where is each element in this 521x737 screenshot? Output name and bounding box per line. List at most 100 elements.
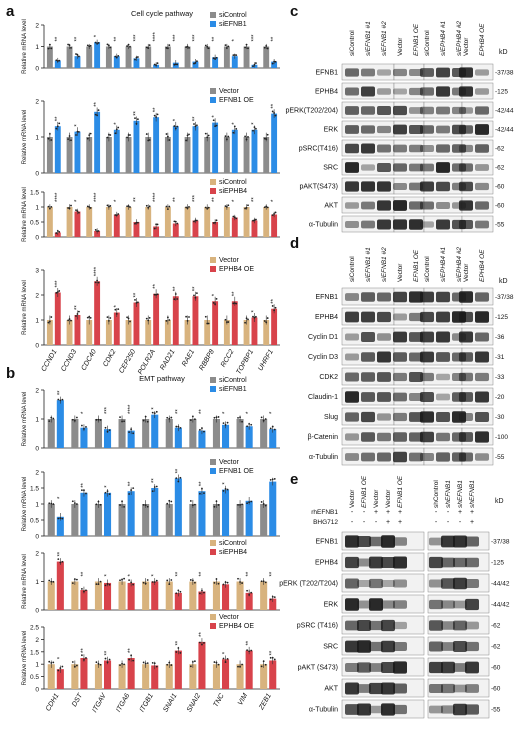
blot-band — [475, 88, 489, 95]
blot-band — [475, 220, 489, 229]
blot-band — [459, 220, 473, 229]
data-dot — [273, 60, 276, 63]
blot-band — [475, 351, 489, 363]
data-dot — [212, 57, 215, 60]
bar — [125, 320, 132, 345]
bar — [251, 220, 258, 237]
treatment-sign: + — [398, 509, 402, 516]
blot-band — [436, 202, 450, 209]
blot-row-label: CDK2 — [319, 374, 338, 381]
data-dot — [121, 578, 123, 581]
blot-band — [393, 291, 407, 303]
blot-band — [393, 372, 407, 382]
data-dot — [173, 220, 176, 223]
data-dot — [262, 503, 265, 505]
blot-band — [361, 392, 375, 402]
bar-chart-1: 0 1 2 Relative mRNA level Cell cycle pathway… — [22, 9, 280, 74]
lane-label: siControl — [349, 30, 356, 56]
data-dot — [114, 308, 117, 311]
data-dot — [147, 139, 150, 142]
bar — [263, 320, 270, 345]
data-dot — [130, 489, 133, 491]
data-dot — [215, 661, 218, 664]
blot-band — [420, 431, 434, 443]
legend-entry: siEFNB1 — [219, 386, 247, 393]
significance-stars: *** — [133, 34, 139, 42]
blot-band — [381, 600, 395, 609]
bar — [74, 315, 81, 345]
data-dot — [203, 492, 205, 495]
data-dot — [191, 661, 194, 663]
significance-stars: ** — [81, 571, 87, 576]
blot-band — [361, 452, 375, 462]
data-dot — [194, 503, 196, 506]
blot-row-label: pAKT(S473) — [299, 184, 338, 191]
data-dot — [57, 398, 60, 401]
treatment-sign: - — [447, 519, 450, 526]
bar — [212, 419, 220, 448]
blot-band — [393, 537, 407, 546]
lane-label: Vector — [463, 263, 470, 282]
bar — [243, 46, 250, 68]
blot-row-label: AKT — [324, 686, 338, 693]
data-dot — [185, 206, 188, 209]
blot-band — [459, 163, 473, 172]
data-dot — [144, 415, 147, 418]
significance-stars: ** — [114, 36, 120, 41]
lane-label: Vector — [349, 489, 356, 508]
bar — [189, 419, 197, 448]
data-dot — [185, 46, 188, 48]
data-dot — [271, 478, 274, 481]
legend-entry: EFNB1 OE — [219, 97, 254, 104]
blot-band — [369, 536, 383, 547]
data-dot — [273, 478, 276, 480]
data-dot — [194, 61, 197, 64]
data-dot — [232, 215, 235, 218]
blot-band — [393, 200, 407, 211]
blot-band — [377, 292, 391, 302]
data-dot — [106, 136, 109, 139]
data-dot — [237, 503, 239, 506]
data-dot — [144, 504, 147, 507]
bar — [47, 581, 55, 610]
data-dot — [107, 205, 110, 208]
data-dot — [166, 663, 169, 666]
data-dot — [129, 320, 131, 323]
blot-band — [393, 144, 407, 153]
blot-band — [393, 219, 407, 230]
data-dot — [115, 313, 118, 315]
data-dot — [245, 317, 248, 320]
bar — [269, 660, 277, 689]
data-dot — [186, 45, 189, 48]
blot-band — [345, 453, 359, 461]
data-dot — [206, 45, 209, 48]
bar — [271, 308, 278, 345]
blot-band — [475, 69, 489, 76]
data-dot — [165, 205, 168, 208]
x-tick-label: CDK2 — [102, 348, 117, 368]
bar — [212, 664, 220, 689]
x-tick-label: SNAI1 — [162, 692, 178, 713]
significance-stars: ** — [175, 468, 181, 473]
data-dot — [107, 319, 110, 322]
data-dot — [215, 416, 218, 419]
blot-band — [357, 600, 371, 609]
data-dot — [81, 489, 83, 492]
data-dot — [179, 590, 182, 593]
blot-band — [393, 105, 407, 116]
data-dot — [168, 205, 171, 208]
legend-entry: EPHB4 OE — [219, 266, 254, 273]
blot-band — [429, 620, 443, 631]
blot-band — [393, 661, 407, 674]
bar — [86, 46, 93, 68]
y-tick-label: 0.5 — [30, 220, 39, 227]
data-dot — [217, 504, 220, 506]
bar — [104, 429, 112, 448]
data-dot — [250, 649, 253, 652]
x-tick-label: CEP250 — [118, 348, 137, 374]
data-dot — [225, 321, 228, 324]
data-dot — [212, 119, 215, 122]
x-tick-label: CDC40 — [80, 348, 98, 371]
y-tick-label: 2 — [35, 99, 39, 106]
